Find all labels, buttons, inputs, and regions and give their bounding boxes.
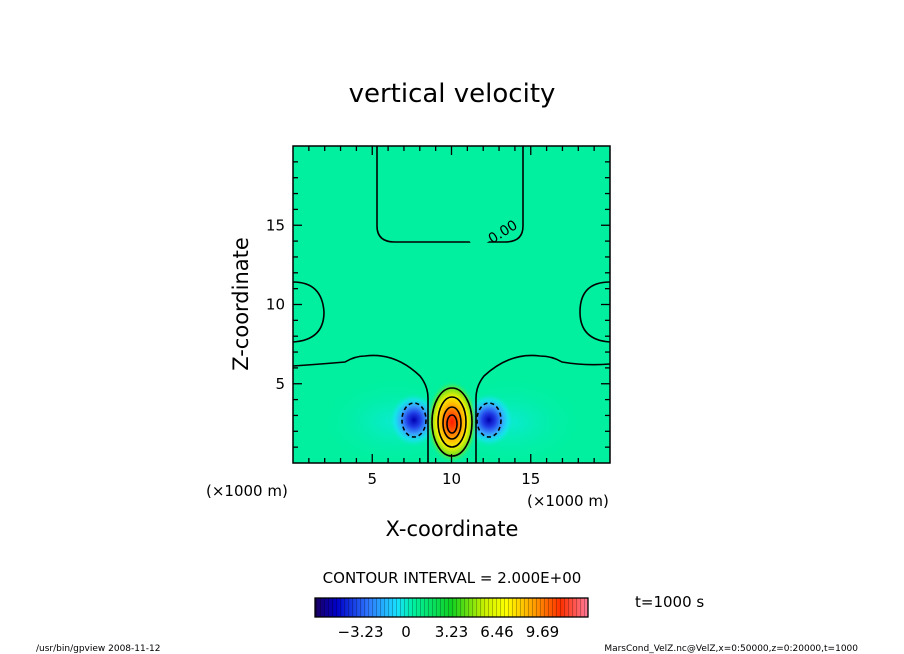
y-tick-labels: 5 10 15 bbox=[266, 216, 285, 393]
y-tick-label: 10 bbox=[266, 296, 285, 314]
chart-title: vertical velocity bbox=[349, 79, 556, 109]
contours bbox=[293, 146, 610, 463]
x-axis-label: X-coordinate bbox=[386, 517, 519, 541]
y-axis-label: Z-coordinate bbox=[229, 237, 253, 371]
colorbar-stripes bbox=[315, 598, 588, 617]
colorbar-tick-label: 3.23 bbox=[435, 623, 468, 641]
contour-up-2 bbox=[437, 396, 467, 448]
axis-ticks bbox=[293, 146, 610, 463]
colorbar-tick-labels: −3.23 0 3.23 6.46 9.69 bbox=[338, 623, 560, 641]
footer-program: /usr/bin/gpview 2008-11-12 bbox=[36, 644, 160, 654]
x-unit-right: (×1000 m) bbox=[527, 492, 609, 510]
field-shading bbox=[320, 377, 585, 463]
colorbar-frame bbox=[314, 597, 589, 618]
y-tick-label: 5 bbox=[275, 375, 285, 393]
contour-up-3 bbox=[442, 406, 462, 440]
x-tick-label: 10 bbox=[442, 470, 461, 488]
downdraft-left bbox=[388, 392, 440, 448]
contour-down-left bbox=[401, 402, 427, 438]
updraft bbox=[426, 380, 478, 463]
x-tick-label: 15 bbox=[521, 470, 540, 488]
contour-zero-bottom bbox=[293, 354, 610, 463]
contour-up-4 bbox=[446, 414, 458, 434]
x-unit-left: (×1000 m) bbox=[206, 482, 288, 500]
contour-zero-top bbox=[376, 146, 524, 243]
x-tick-labels: 5 10 15 bbox=[367, 470, 540, 488]
colorbar: −3.23 0 3.23 6.46 9.69 bbox=[314, 597, 589, 641]
footer-source: MarsCond_VelZ.nc@VelZ,x=0:50000,z=0:2000… bbox=[604, 644, 858, 654]
colorbar-tick-label: 0 bbox=[401, 623, 411, 641]
colorbar-tick-label: 6.46 bbox=[480, 623, 513, 641]
contour-zero-left bbox=[293, 281, 325, 343]
contour-down-right bbox=[476, 402, 502, 438]
time-label: t=1000 s bbox=[635, 593, 704, 611]
colorbar-tick-label: −3.23 bbox=[338, 623, 384, 641]
colorbar-tick-label: 9.69 bbox=[526, 623, 559, 641]
y-tick-label: 15 bbox=[266, 216, 285, 234]
contour-zero-right bbox=[579, 281, 610, 343]
plot-area: 0.00 bbox=[292, 145, 611, 464]
contour-interval: CONTOUR INTERVAL = 2.000E+00 bbox=[323, 569, 582, 587]
x-tick-label: 5 bbox=[367, 470, 377, 488]
